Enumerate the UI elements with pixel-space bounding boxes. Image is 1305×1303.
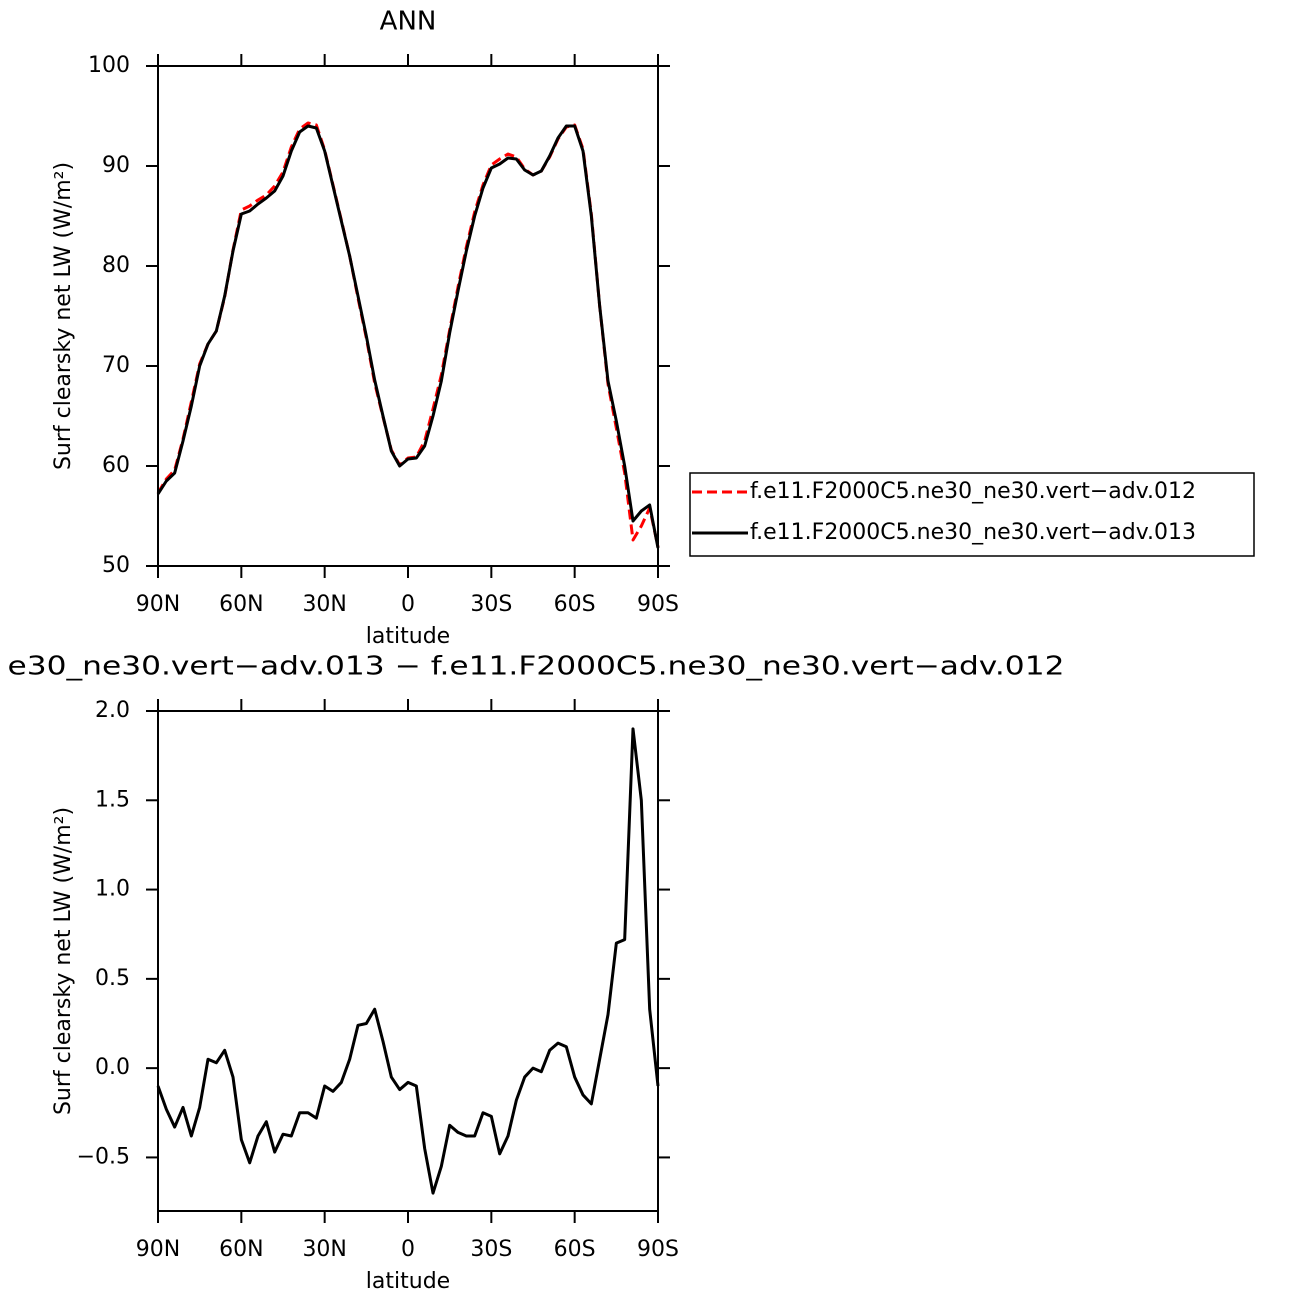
y-tick-label: 100 xyxy=(88,53,130,78)
plot-frame xyxy=(157,710,659,1212)
y-tick-label: 0.5 xyxy=(95,966,130,991)
x-tick-label: 30N xyxy=(302,592,346,617)
data-line xyxy=(156,727,660,1195)
y-tick-label: 50 xyxy=(102,553,130,578)
x-axis-label: latitude xyxy=(366,1269,450,1294)
x-tick-label: 90S xyxy=(637,1237,679,1262)
y-tick-label: 60 xyxy=(102,453,130,478)
legend-label: f.e11.F2000C5.ne30_ne30.vert−adv.012 xyxy=(750,479,1196,504)
x-tick-label: 60S xyxy=(554,592,596,617)
y-tick-label: −0.5 xyxy=(77,1144,130,1169)
plot-frame xyxy=(157,65,659,567)
x-tick-label: 60N xyxy=(219,1237,263,1262)
chart-title: ANN xyxy=(380,7,437,37)
data-line xyxy=(156,121,660,548)
x-tick-label: 30S xyxy=(470,1237,512,1262)
chart-title: e30_ne30.vert−adv.013 − f.e11.F2000C5.ne… xyxy=(8,652,1065,682)
y-tick-label: 70 xyxy=(102,353,130,378)
x-tick-label: 60N xyxy=(219,592,263,617)
y-tick-label: 1.5 xyxy=(95,787,130,812)
x-tick-label: 60S xyxy=(554,1237,596,1262)
x-tick-label: 30S xyxy=(470,592,512,617)
x-tick-label: 90N xyxy=(136,1237,180,1262)
y-tick-label: 2.0 xyxy=(95,698,130,723)
x-tick-label: 0 xyxy=(401,1237,415,1262)
y-axis-label: Surf clearsky net LW (W/m²) xyxy=(51,807,76,1115)
x-tick-label: 90S xyxy=(637,592,679,617)
legend-box xyxy=(689,472,1255,557)
x-tick-label: 30N xyxy=(302,1237,346,1262)
x-tick-label: 90N xyxy=(136,592,180,617)
y-tick-label: 0.0 xyxy=(95,1055,130,1080)
y-axis-label: Surf clearsky net LW (W/m²) xyxy=(51,162,76,470)
y-tick-label: 80 xyxy=(102,253,130,278)
y-tick-label: 90 xyxy=(102,153,130,178)
legend-label: f.e11.F2000C5.ne30_ne30.vert−adv.013 xyxy=(750,520,1196,545)
y-tick-label: 1.0 xyxy=(95,877,130,902)
data-line xyxy=(156,124,660,549)
x-axis-label: latitude xyxy=(366,624,450,649)
x-tick-label: 0 xyxy=(401,592,415,617)
